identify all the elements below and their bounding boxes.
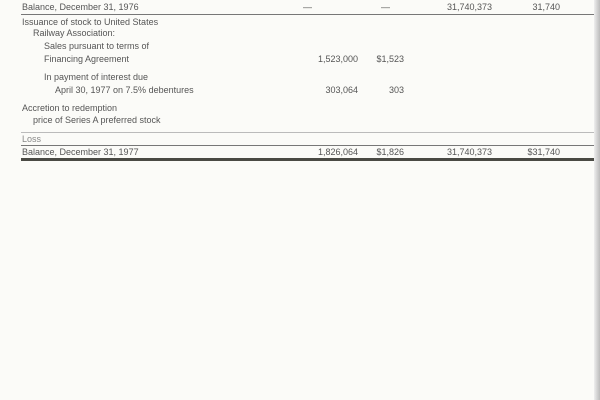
row-label: Financing Agreement xyxy=(44,54,130,64)
row-label: In payment of interest due xyxy=(44,72,149,82)
row-label: Sales pursuant to terms of xyxy=(44,41,150,51)
cell: $1,826 xyxy=(376,147,404,157)
page-edge-shadow xyxy=(594,0,600,400)
cell: — xyxy=(381,2,390,12)
cell: $31,740 xyxy=(527,147,560,157)
cell: 1,523,000 xyxy=(317,54,358,64)
row-label: Balance, December 31, 1976 xyxy=(22,2,139,12)
row-label: Issuance of stock to United States xyxy=(22,17,159,27)
cell: 31,740,373 xyxy=(446,147,492,157)
cell: 303,064 xyxy=(325,85,358,95)
row-label: price of Series A preferred stock xyxy=(33,115,161,125)
cell: 31,740,373 xyxy=(446,2,492,12)
thick-rule xyxy=(21,158,596,161)
cell: — xyxy=(303,2,312,12)
divider xyxy=(21,14,596,15)
row-label: Balance, December 31, 1977 xyxy=(22,147,139,157)
cell: 1,826,064 xyxy=(317,147,358,157)
cell: $1,523 xyxy=(376,54,404,64)
row-label: Loss xyxy=(22,134,42,144)
divider xyxy=(21,132,596,133)
row-label: Accretion to redemption xyxy=(22,103,118,113)
row-label: April 30, 1977 on 7.5% debentures xyxy=(55,85,194,95)
cell: 31,740 xyxy=(532,2,560,12)
row-label: Railway Association: xyxy=(33,28,116,38)
cell: 303 xyxy=(388,85,404,95)
divider xyxy=(21,145,596,146)
